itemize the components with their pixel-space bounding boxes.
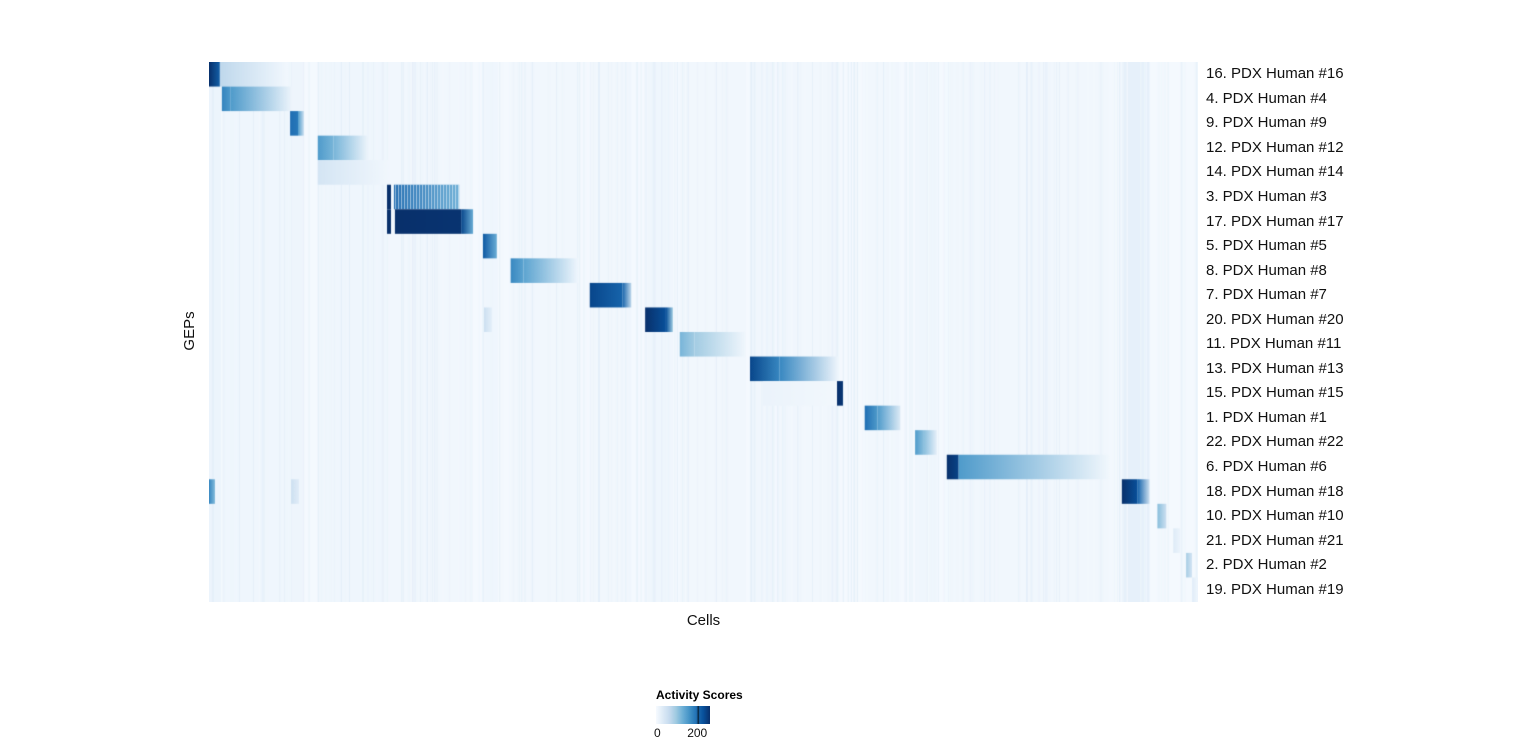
legend-tick-min: 0 xyxy=(654,726,661,740)
row-label: 22. PDX Human #22 xyxy=(1206,433,1344,451)
row-label: 6. PDX Human #6 xyxy=(1206,458,1327,475)
row-label: 10. PDX Human #10 xyxy=(1206,507,1344,525)
x-axis-label: Cells xyxy=(686,612,721,629)
row-label: 14. PDX Human #14 xyxy=(1206,163,1344,181)
row-label: 21. PDX Human #21 xyxy=(1206,531,1344,549)
legend-ticks: 0 200 xyxy=(654,726,796,740)
row-label: 8. PDX Human #8 xyxy=(1206,261,1327,279)
heatmap-canvas xyxy=(209,62,1198,602)
row-label: 13. PDX Human #13 xyxy=(1206,359,1344,377)
row-label: 16. PDX Human #16 xyxy=(1206,65,1344,83)
row-label: 12. PDX Human #12 xyxy=(1206,138,1344,156)
row-labels: 16. PDX Human #16 4. PDX Human #4 9. PDX H… xyxy=(1206,62,1526,602)
row-label: 11. PDX Human #11 xyxy=(1206,335,1342,353)
row-label: 3. PDX Human #3 xyxy=(1206,188,1327,205)
row-label: 17. PDX Human #17 xyxy=(1206,212,1344,230)
row-label: 1. PDX Human #1 xyxy=(1206,408,1327,426)
row-label: 20. PDX Human #20 xyxy=(1206,310,1344,328)
row-label: 4. PDX Human #4 xyxy=(1206,89,1327,107)
row-label: 7. PDX Human #7 xyxy=(1206,286,1327,304)
legend: Activity Scores 0 200 xyxy=(654,688,796,740)
legend-tick-max: 200 xyxy=(687,726,708,740)
row-label: 9. PDX Human #9 xyxy=(1206,114,1327,132)
legend-title: Activity Scores xyxy=(656,688,743,702)
row-label: 2. PDX Human #2 xyxy=(1206,556,1327,574)
row-label: 19. PDX Human #19 xyxy=(1206,580,1344,598)
row-label: 18. PDX Human #18 xyxy=(1206,482,1344,500)
row-label: 15. PDX Human #15 xyxy=(1206,384,1344,402)
row-label: 5. PDX Human #5 xyxy=(1206,237,1327,255)
y-axis-label: GEPs xyxy=(181,311,198,351)
legend-gradient-bar xyxy=(656,706,710,724)
